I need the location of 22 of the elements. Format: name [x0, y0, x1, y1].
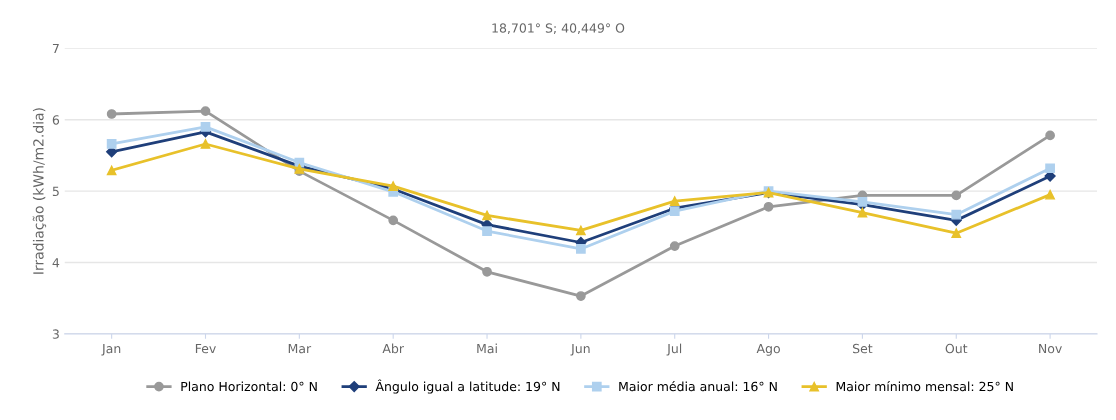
legend-label: Maior mínimo mensal: 25° N	[836, 381, 1013, 392]
y-axis-title: Irradiação (kWh/m2.dia)	[32, 108, 47, 274]
legend-label: Plano Horizontal: 0° N	[181, 381, 317, 392]
x-tick-label: Ago	[756, 344, 780, 356]
x-tick-label: Fev	[195, 344, 216, 354]
x-tick-label: Jan	[101, 344, 121, 356]
y-tick-label: 4	[52, 258, 60, 268]
x-tick-label: Nov	[1039, 344, 1062, 354]
y-tick-label: 5	[52, 186, 59, 197]
y-tick-label: 6	[52, 115, 60, 125]
x-tick-label: Jun	[570, 344, 590, 356]
y-tick-label: 3	[52, 329, 59, 339]
chart-subtitle: 18,701° S; 40,449° O	[492, 23, 625, 35]
legend-label: Maior média anual: 16° N	[619, 381, 777, 392]
x-tick-label: Mar	[288, 344, 312, 354]
y-tick-label: 7	[52, 43, 59, 54]
x-tick-label: Set	[852, 343, 873, 354]
x-tick-label: Out	[945, 343, 968, 354]
x-tick-label: Abr	[382, 343, 404, 354]
x-tick-label: Mai	[477, 343, 497, 354]
legend-label: Ângulo igual a latitude: 19° N	[375, 379, 560, 394]
x-tick-label: Jul	[666, 343, 682, 356]
